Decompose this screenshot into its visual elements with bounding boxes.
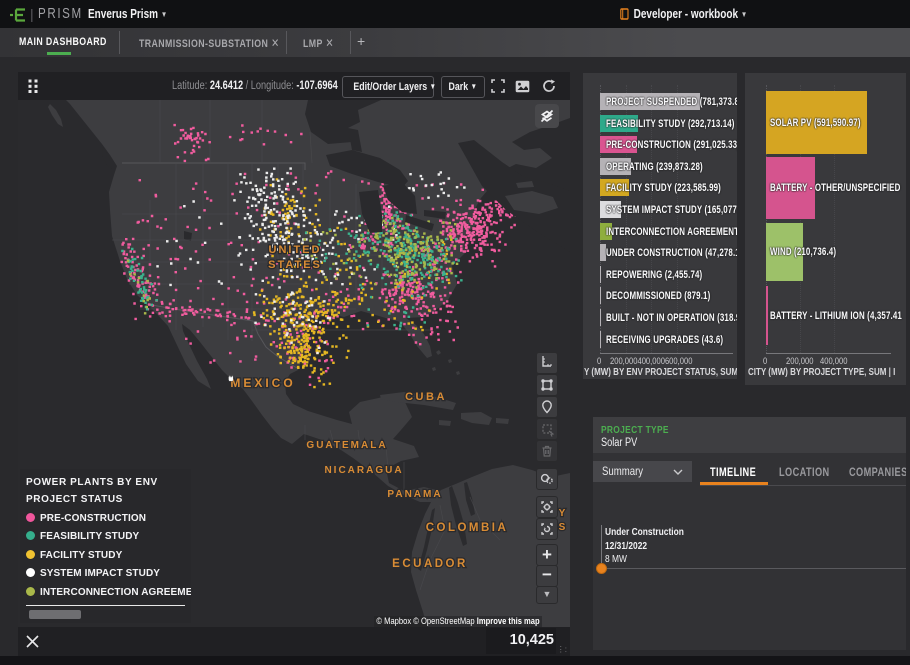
svg-text:UNITED: UNITED	[269, 244, 322, 256]
svg-text:Y: Y	[559, 508, 568, 519]
svg-text:MEXICO: MEXICO	[230, 376, 295, 390]
svg-text:NICARAGUA: NICARAGUA	[324, 465, 403, 476]
svg-text:S: S	[559, 522, 568, 533]
svg-text:PANAMA: PANAMA	[387, 489, 442, 500]
svg-text:COLOMBIA: COLOMBIA	[426, 522, 509, 534]
svg-text:CUBA: CUBA	[405, 391, 447, 403]
svg-text:GUATEMALA: GUATEMALA	[306, 440, 387, 451]
svg-text:ECUADOR: ECUADOR	[392, 558, 468, 570]
svg-text:STATES: STATES	[268, 259, 322, 271]
